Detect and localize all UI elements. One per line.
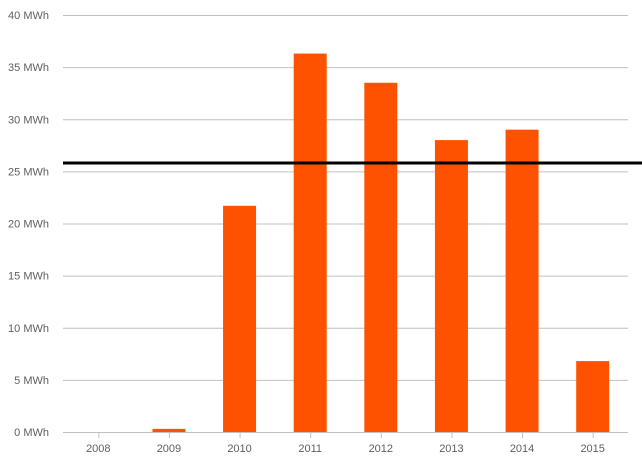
- y-tick-label: 20 MWh: [8, 219, 49, 231]
- y-tick-label: 5 MWh: [14, 375, 49, 387]
- x-axis-ticks: 2008 2009 2010 2011 2012 2013 2014 2015: [86, 432, 605, 455]
- bars: [152, 53, 610, 433]
- y-tick-label: 30 MWh: [8, 114, 49, 126]
- y-axis-ticks: 0 MWh 5 MWh 10 MWh 15 MWh 20 MWh 25 MWh 30 MWh…: [8, 10, 49, 439]
- x-tick-label: 2008: [86, 443, 110, 455]
- y-tick-label: 15 MWh: [8, 271, 49, 283]
- x-tick-label: 2010: [227, 443, 251, 455]
- bar[interactable]: [152, 428, 186, 432]
- x-tick-label: 2014: [510, 443, 534, 455]
- x-tick-label: 2011: [298, 443, 322, 455]
- y-tick-label: 25 MWh: [8, 166, 49, 178]
- y-gridlines: [63, 15, 628, 433]
- bar[interactable]: [293, 53, 327, 432]
- bar[interactable]: [223, 205, 257, 432]
- x-tick-label: 2015: [580, 443, 604, 455]
- bar[interactable]: [505, 129, 539, 433]
- y-tick-label: 40 MWh: [8, 10, 49, 22]
- bar[interactable]: [576, 361, 610, 432]
- y-tick-label: 10 MWh: [8, 323, 49, 335]
- bar[interactable]: [364, 82, 398, 432]
- x-tick-label: 2009: [157, 443, 181, 455]
- x-tick-label: 2012: [369, 443, 393, 455]
- bar[interactable]: [434, 140, 468, 432]
- y-tick-label: 0 MWh: [14, 427, 49, 439]
- x-tick-label: 2013: [439, 443, 463, 455]
- y-tick-label: 35 MWh: [8, 62, 49, 74]
